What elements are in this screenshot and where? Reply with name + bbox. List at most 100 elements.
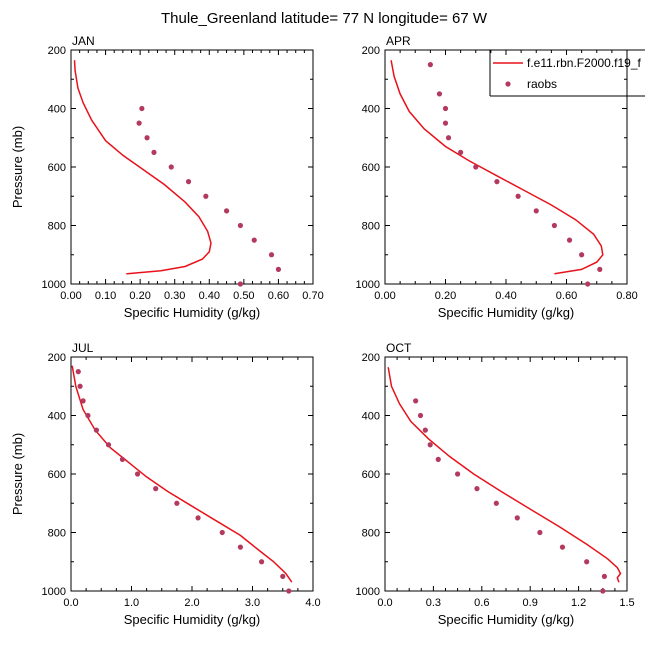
x-tick-label: 0.00 <box>60 290 81 302</box>
raobs-point <box>85 412 91 419</box>
model-series-line <box>71 365 293 583</box>
panel-label: OCT <box>386 341 412 355</box>
y-tick-label: 800 <box>362 528 380 540</box>
raobs-point <box>139 105 145 112</box>
y-tick-label: 600 <box>48 469 66 481</box>
raobs-point <box>445 135 452 141</box>
raobs-point <box>80 398 86 404</box>
raobs-point <box>436 91 443 97</box>
x-tick-label: 0.00 <box>374 290 395 302</box>
y-axis-label: Pressure (mb) <box>10 126 25 208</box>
panel-oct: 0.0 0.3 0.6 0.9 1.2 1.5 200 400 600 800 1000 OCT Spe… <box>356 341 635 627</box>
raobs-point <box>268 252 275 258</box>
panel-label: APR <box>386 34 411 48</box>
raobs-point <box>195 515 201 521</box>
y-tick-label: 800 <box>48 221 66 233</box>
x-tick-label: 0.60 <box>268 290 289 302</box>
raobs-point <box>105 442 112 448</box>
raobs-point <box>237 544 243 550</box>
x-axis-label: Specific Humidity (g/kg) <box>124 305 261 320</box>
raobs-point <box>223 208 230 214</box>
x-tick-label: 0.0 <box>63 597 78 609</box>
x-tick-label: 0.9 <box>523 597 538 609</box>
raobs-point <box>422 427 428 433</box>
raobs-point <box>474 486 480 492</box>
x-tick-label: 1.0 <box>124 597 139 609</box>
x-tick-label: 1.2 <box>571 597 586 609</box>
y-tick-label: 400 <box>362 411 380 423</box>
raobs-point <box>566 237 573 243</box>
raobs-point <box>559 544 566 550</box>
x-tick-label: 0.20 <box>435 290 456 302</box>
raobs-point <box>458 149 464 155</box>
y-tick-label: 800 <box>48 528 66 540</box>
raobs-point <box>153 486 159 492</box>
raobs-point <box>584 559 590 565</box>
x-tick-label: 0.60 <box>556 290 577 302</box>
raobs-point <box>551 222 558 229</box>
legend-obs-label: raobs <box>527 77 557 91</box>
y-tick-label: 200 <box>48 352 66 364</box>
y-tick-label: 1000 <box>42 586 66 598</box>
y-tick-label: 1000 <box>356 586 380 598</box>
plot-frame <box>70 356 314 592</box>
raobs-point <box>185 179 192 185</box>
x-axis-label: Specific Humidity (g/kg) <box>124 612 261 627</box>
plot-frame <box>70 49 314 285</box>
raobs-point <box>442 105 449 112</box>
x-tick-label: 0.3 <box>426 597 441 609</box>
figure-title: Thule_Greenland latitude= 77 N longitude… <box>161 10 488 27</box>
y-tick-label: 200 <box>48 45 66 57</box>
panel-jul: 0.0 1.0 2.0 3.0 4.0 200 400 600 800 1000 JUL Specif… <box>10 341 321 627</box>
legend-obs-swatch <box>505 81 511 87</box>
raobs-point <box>455 471 461 477</box>
x-tick-label: 0.20 <box>129 290 150 302</box>
raobs-point <box>77 383 83 389</box>
y-tick-label: 400 <box>48 411 66 423</box>
panel-apr: 0.00 0.20 0.40 0.60 0.80 200 400 600 800 1000 APR S… <box>356 34 638 320</box>
raobs-point <box>413 398 419 404</box>
raobs-point <box>134 471 141 477</box>
x-tick-label: 1.5 <box>619 597 634 609</box>
raobs-point <box>427 62 433 68</box>
panel-label: JUL <box>72 341 94 355</box>
raobs-point <box>515 193 521 199</box>
raobs-point <box>237 281 243 287</box>
panel-label: JAN <box>72 34 95 48</box>
raobs-point <box>537 529 543 536</box>
raobs-point <box>144 135 150 141</box>
raobs-point <box>514 515 520 521</box>
raobs-point <box>493 500 499 506</box>
x-tick-label: 0.10 <box>95 290 116 302</box>
raobs-point <box>442 120 449 126</box>
raobs-point <box>494 179 500 185</box>
raobs-point <box>280 573 286 579</box>
raobs-point <box>237 222 243 229</box>
x-tick-label: 0.80 <box>616 290 637 302</box>
y-tick-label: 200 <box>362 352 380 364</box>
model-series-line <box>387 367 622 583</box>
x-tick-label: 2.0 <box>184 597 199 609</box>
x-tick-label: 4.0 <box>305 597 320 609</box>
y-axis-label: Pressure (mb) <box>10 433 25 515</box>
raobs-point <box>119 456 126 462</box>
raobs-point <box>427 442 433 448</box>
y-tick-label: 600 <box>362 162 380 174</box>
y-tick-label: 600 <box>48 162 66 174</box>
raobs-point <box>585 281 591 287</box>
panel-jan: 0.00 0.10 0.20 0.30 0.40 0.50 0.60 0.70 200 400 60… <box>10 34 324 320</box>
y-tick-label: 800 <box>362 221 380 233</box>
x-tick-label: 0.40 <box>199 290 220 302</box>
raobs-point <box>600 588 606 594</box>
panels: 0.00 0.10 0.20 0.30 0.40 0.50 0.60 0.70 200 400 60… <box>10 34 638 627</box>
x-tick-label: 3.0 <box>245 597 260 609</box>
model-series-line <box>73 60 212 275</box>
y-tick-label: 400 <box>362 104 380 116</box>
raobs-point <box>136 120 142 126</box>
raobs-point <box>251 237 257 243</box>
raobs-point <box>203 193 209 199</box>
raobs-point <box>533 208 539 214</box>
raobs-point <box>219 529 225 536</box>
y-tick-label: 200 <box>362 45 380 57</box>
